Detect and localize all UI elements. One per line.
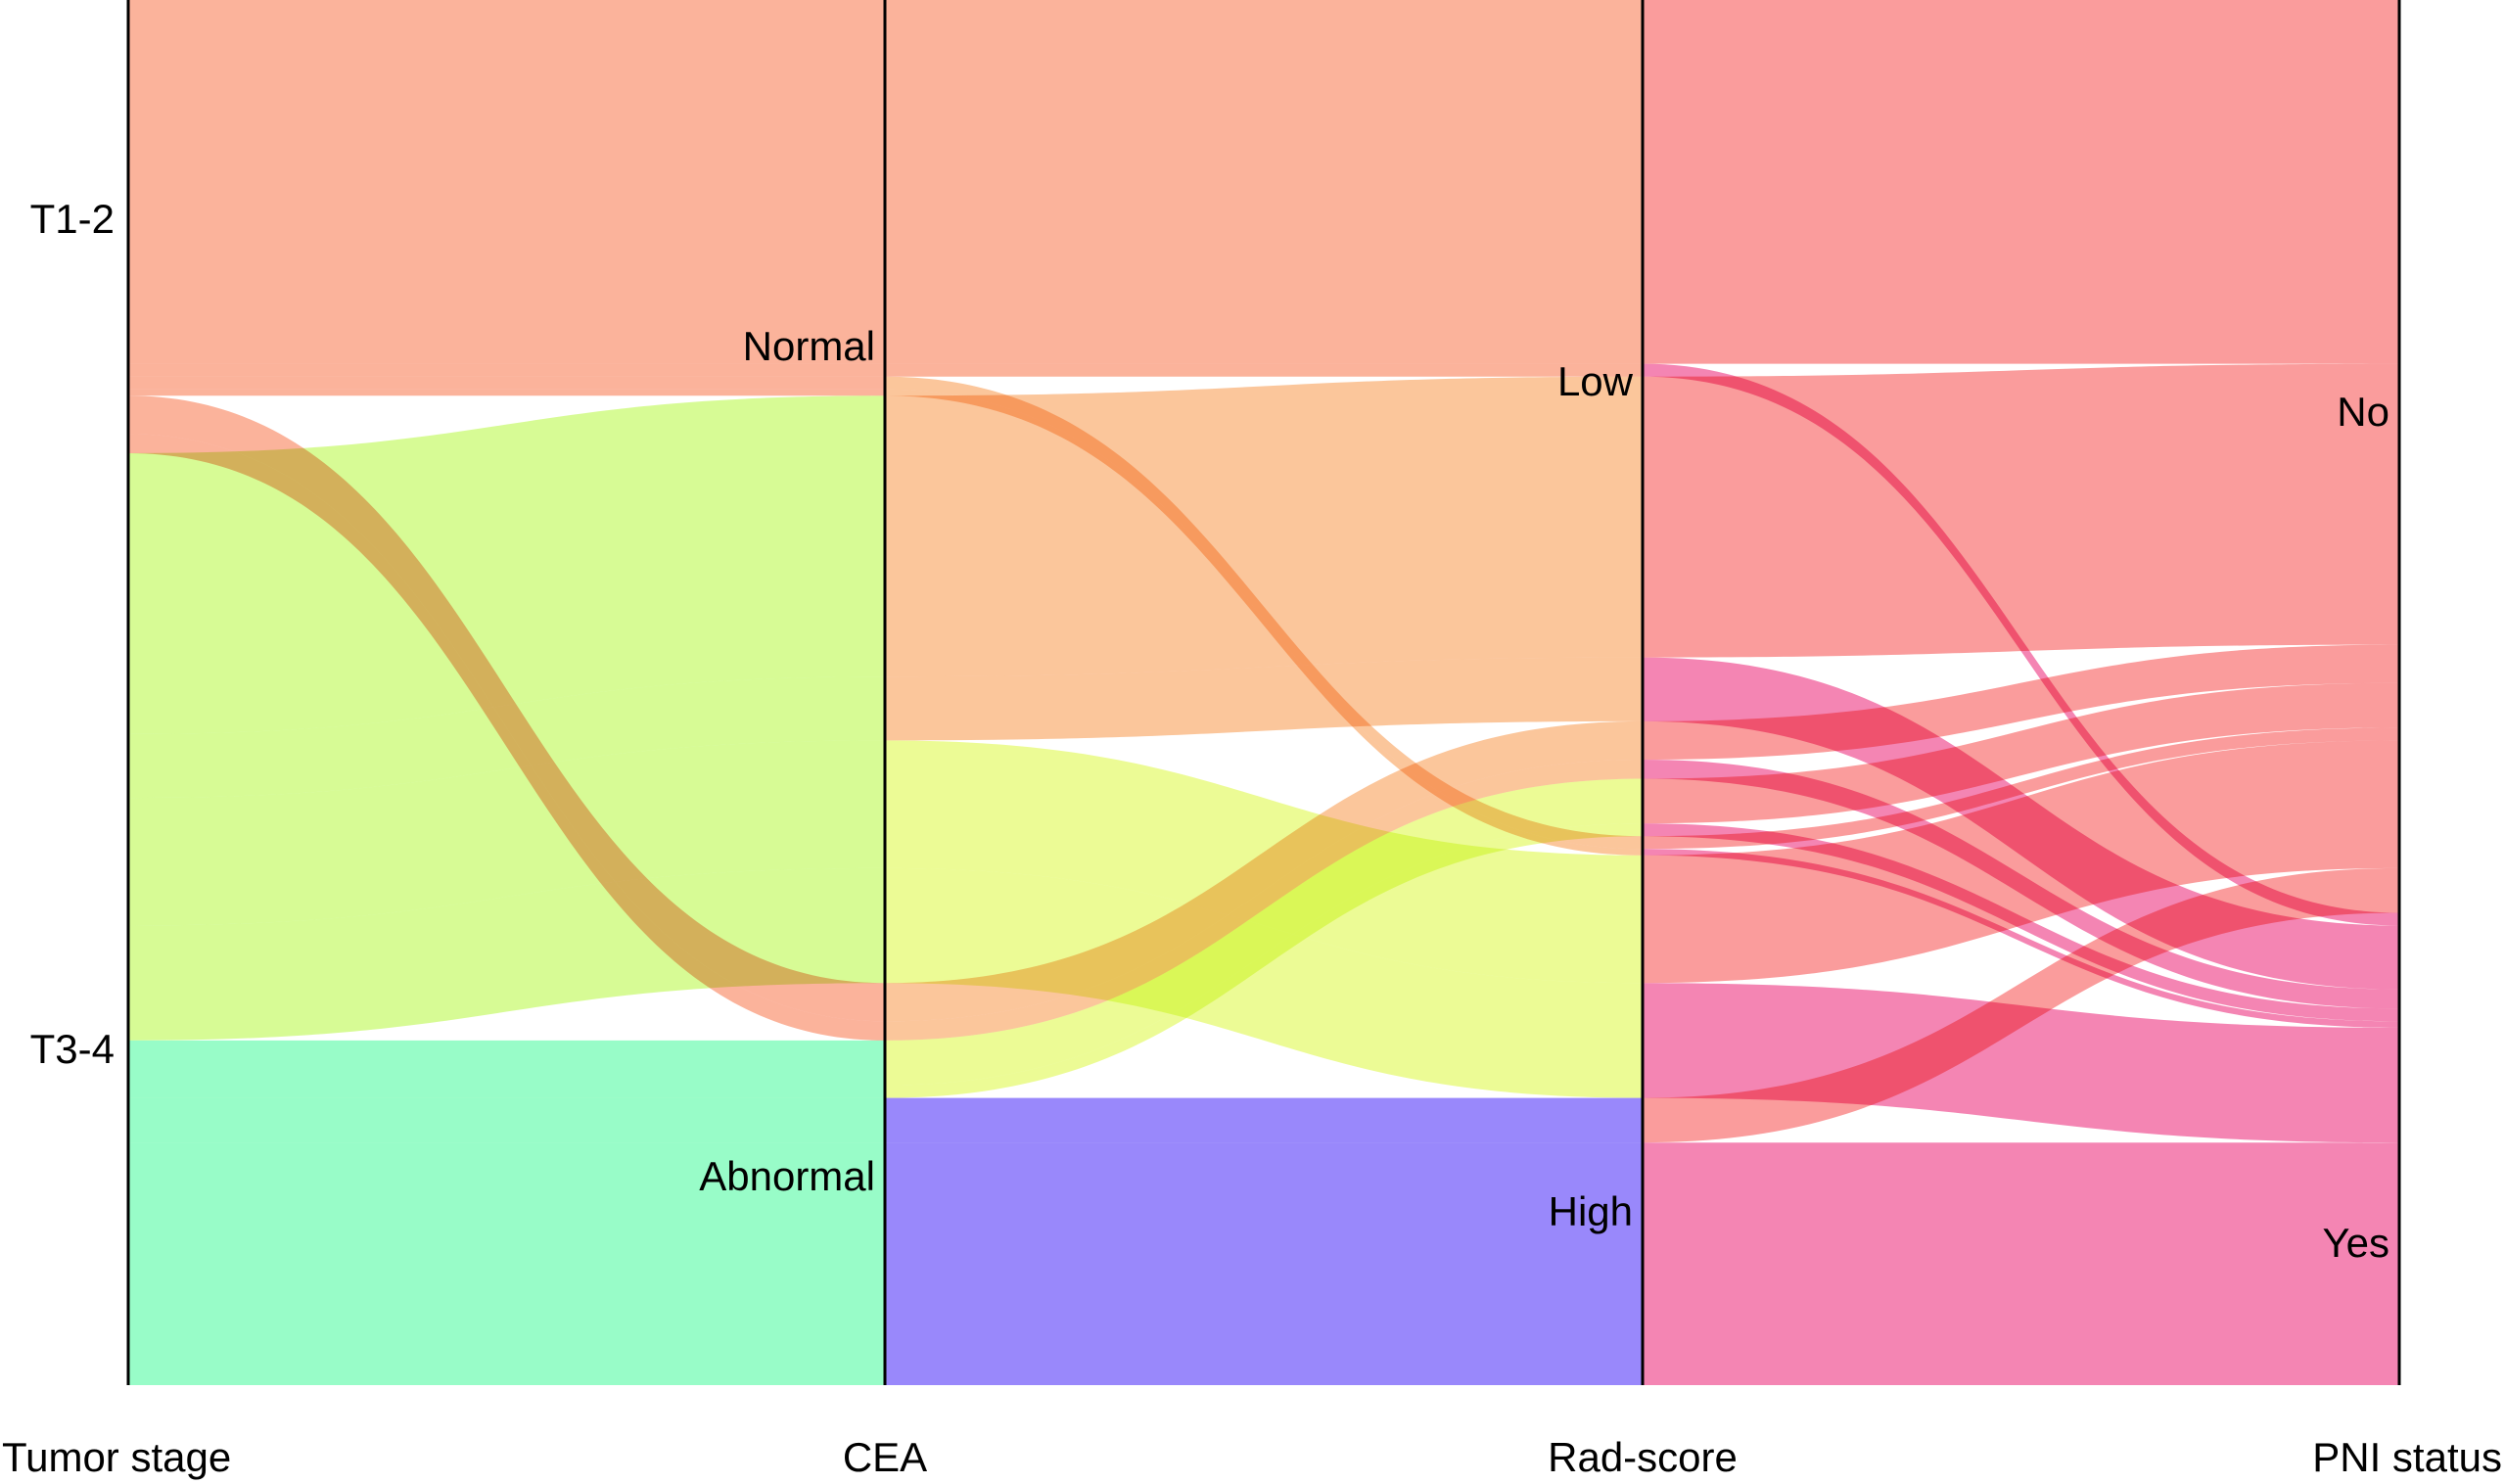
ribbon-1-t3-4-normal-high-yes	[885, 867, 1643, 1098]
ribbon-1-t1-2-normal-low-no	[885, 0, 1643, 364]
ribbon-2-t3-4-normal-low-no	[1643, 363, 2399, 658]
axis-title-3: PNI status	[2312, 1434, 2502, 1480]
category-label-2-1: High	[1549, 1188, 1633, 1234]
category-label-3-0: No	[2337, 389, 2389, 435]
category-label-3-1: Yes	[2322, 1220, 2389, 1266]
ribbon-0-t3-4-abnormal-high-yes	[128, 1142, 885, 1385]
ribbon-2-t3-4-abnormal-high-yes	[1643, 1142, 2399, 1385]
ribbon-0-t3-4-abnormal-high-no	[128, 1097, 885, 1143]
ribbon-1-t1-2-normal-low-yes	[885, 363, 1643, 377]
ribbon-2-t3-4-abnormal-high-no	[1643, 867, 2399, 1143]
ribbon-0-t3-4-normal-high-yes	[128, 867, 885, 1041]
ribbon-2-t1-2-normal-low-no	[1643, 0, 2399, 364]
category-label-0-0: T1-2	[30, 196, 115, 242]
ribbon-1-t3-4-abnormal-low-no	[885, 778, 1643, 1086]
category-label-1-0: Normal	[743, 323, 875, 369]
axes-layer	[126, 0, 2401, 1385]
ribbon-2-t3-4-abnormal-low-yes	[1643, 823, 2399, 1022]
labels-layer: T1-2 T3-4 Normal Abnormal Low High No Yes Tumor …	[2, 196, 2502, 1480]
ribbon-2-t3-4-normal-high-yes	[1643, 983, 2399, 1143]
category-label-2-0: Low	[1557, 358, 1634, 404]
ribbon-1-t3-4-normal-low-no	[885, 376, 1643, 677]
ribbon-2-t3-4-normal-high-no	[1643, 740, 2399, 984]
flows-layer	[128, 0, 2399, 1385]
ribbon-2-t3-4-abnormal-low-no	[1643, 682, 2399, 824]
ribbon-0-t1-2-normal-low-no	[128, 0, 885, 364]
ribbon-0-t3-4-normal-low-no	[128, 395, 885, 734]
ribbon-0-t3-4-normal-high-no	[128, 740, 885, 926]
category-label-1-1: Abnormal	[699, 1153, 875, 1199]
ribbon-0-t1-2-normal-high-yes	[128, 389, 885, 396]
ribbon-0-t1-2-normal-low-yes	[128, 363, 885, 377]
ribbon-0-t3-4-abnormal-low-no	[128, 1040, 885, 1086]
ribbon-0-t3-4-abnormal-low-yes	[128, 1085, 885, 1098]
ribbon-2-t1-2-normal-high-no	[1643, 727, 2399, 850]
ribbon-1-t3-4-normal-high-no	[885, 740, 1643, 984]
axis-title-1: CEA	[843, 1434, 927, 1480]
ribbon-0-t1-2-normal-high-no	[128, 376, 885, 390]
axis-title-0: Tumor stage	[2, 1434, 231, 1480]
axis-title-2: Rad-score	[1548, 1434, 1738, 1480]
ribbon-1-t3-4-normal-low-yes	[885, 657, 1643, 741]
ribbon-1-t3-4-abnormal-high-yes	[885, 1142, 1643, 1385]
category-label-0-1: T3-4	[30, 1026, 115, 1072]
ribbon-1-t3-4-abnormal-low-yes	[885, 823, 1643, 1098]
ribbon-0-t3-4-normal-low-yes	[128, 676, 885, 799]
ribbon-1-t3-4-abnormal-high-no	[885, 1097, 1643, 1143]
ribbon-2-t1-2-normal-high-yes	[1643, 849, 2399, 1028]
